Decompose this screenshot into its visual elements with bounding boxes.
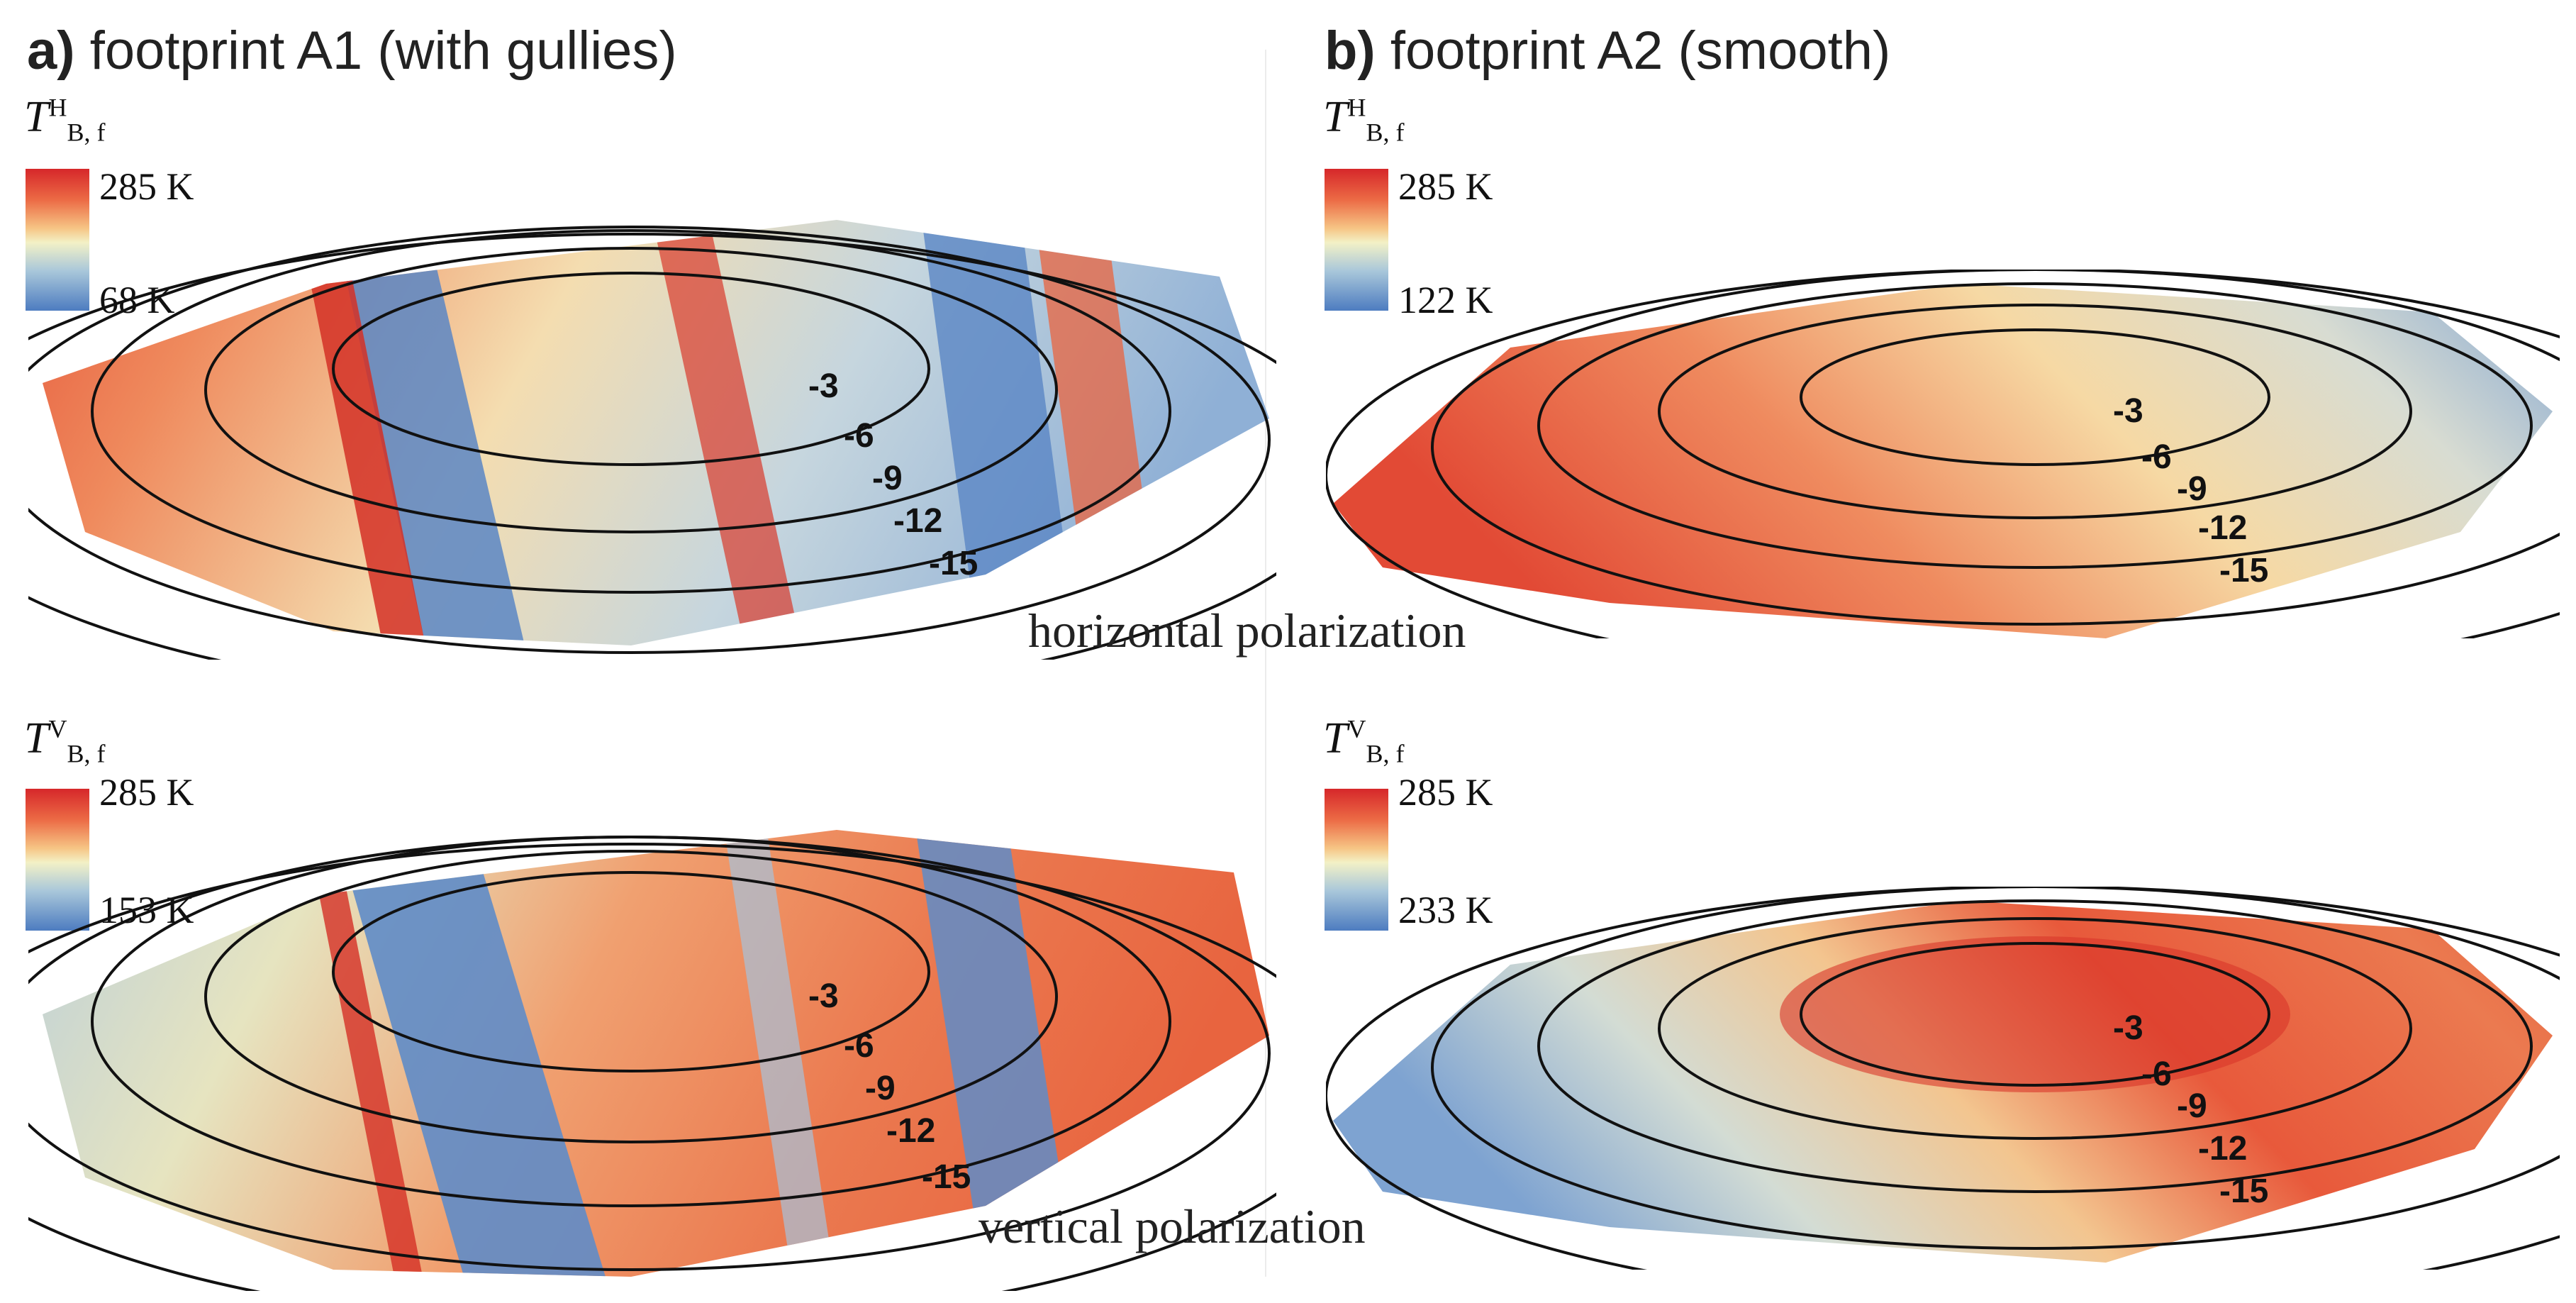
colorbar-b-h-min: 122 K — [1398, 279, 1493, 321]
contour-label-a1v-4: -12 — [886, 1112, 935, 1150]
colorbar-b-v-sub: B, f — [1366, 739, 1405, 768]
panel-a-title-text: footprint A1 (with gullies) — [89, 21, 677, 81]
colorbar-b-h-max: 285 K — [1398, 165, 1493, 208]
map-a2-horizontal: -3 -6 -9 -12 -15 — [1326, 270, 2560, 638]
contour-label-a2v-5: -15 — [2219, 1172, 2268, 1210]
contour-label-a2h-4: -12 — [2198, 509, 2247, 547]
colorbar-b-h-sup: H — [1347, 93, 1366, 122]
contour-label-a1v-2: -6 — [844, 1027, 874, 1065]
contour-label-a2h-2: -6 — [2141, 438, 2172, 476]
colorbar-a-h-sub: B, f — [67, 118, 106, 147]
map-a2-vertical: -3 -6 -9 -12 -15 — [1326, 887, 2560, 1270]
contour-label-a2h-5: -15 — [2219, 552, 2268, 589]
contour-label-a2v-4: -12 — [2198, 1130, 2247, 1168]
colorbar-a-v-T: T — [24, 714, 49, 763]
colorbar-a-h-T: T — [24, 93, 49, 141]
panel-b-title-text: footprint A2 (smooth) — [1390, 21, 1891, 81]
contour-label-a1v-5: -15 — [922, 1158, 971, 1196]
contour-label-a2v-3: -9 — [2177, 1087, 2207, 1125]
colorbar-a-v-gradient — [26, 789, 89, 931]
colorbar-a-h-symbol: THB, f — [24, 92, 105, 147]
colorbar-b-h-gradient — [1325, 169, 1388, 311]
contour-label-a1h-2: -6 — [844, 417, 874, 455]
colorbar-a-h-min: 68 K — [99, 279, 175, 321]
colorbar-b-v-gradient — [1325, 789, 1388, 931]
contour-label-a1h-1: -3 — [808, 367, 839, 405]
contour-label-a1v-1: -3 — [808, 977, 839, 1015]
colorbar-b-v-sup: V — [1347, 714, 1366, 743]
panel-a-title: a) footprint A1 (with gullies) — [27, 20, 677, 82]
colorbar-b-h-sub: B, f — [1366, 118, 1405, 147]
contour-label-a2h-1: -3 — [2113, 392, 2143, 430]
colorbar-b-h-symbol: THB, f — [1323, 92, 1404, 147]
colorbar-b-v-symbol: TVB, f — [1323, 714, 1404, 768]
contour-label-a1h-3: -9 — [872, 460, 903, 497]
colorbar-a-h-max: 285 K — [99, 165, 194, 208]
contour-label-a2v-1: -3 — [2113, 1009, 2143, 1047]
panel-b-title: b) footprint A2 (smooth) — [1325, 20, 1890, 82]
horizontal-polarization-label: horizontal polarization — [1028, 604, 1466, 658]
contour-label-a2h-3: -9 — [2177, 470, 2207, 508]
contour-label-a1v-3: -9 — [865, 1070, 896, 1107]
contour-label-a1h-4: -12 — [893, 502, 942, 540]
colorbar-a-h-sup: H — [48, 93, 67, 122]
colorbar-a-h-gradient — [26, 169, 89, 311]
vertical-polarization-label: vertical polarization — [978, 1199, 1366, 1253]
colorbar-b-h-T: T — [1323, 93, 1348, 141]
colorbar-a-v-symbol: TVB, f — [24, 714, 105, 768]
contour-label-a1h-5: -15 — [929, 545, 978, 582]
colorbar-b-v-T: T — [1323, 714, 1348, 763]
colorbar-b-v-max: 285 K — [1398, 771, 1493, 814]
panel-a-letter: a) — [27, 21, 75, 81]
panel-divider — [1265, 50, 1266, 1277]
map-a1-vertical: -3 -6 -9 -12 -15 — [28, 830, 1276, 1291]
panel-b-letter: b) — [1325, 21, 1376, 81]
colorbar-a-v-sub: B, f — [67, 739, 106, 768]
colorbar-a-v-sup: V — [48, 714, 67, 743]
colorbar-a-v-max: 285 K — [99, 771, 194, 814]
colorbar-b-v-min: 233 K — [1398, 889, 1493, 931]
contour-label-a2v-2: -6 — [2141, 1055, 2172, 1093]
map-a1-horizontal: -3 -6 -9 -12 -15 — [28, 220, 1276, 660]
